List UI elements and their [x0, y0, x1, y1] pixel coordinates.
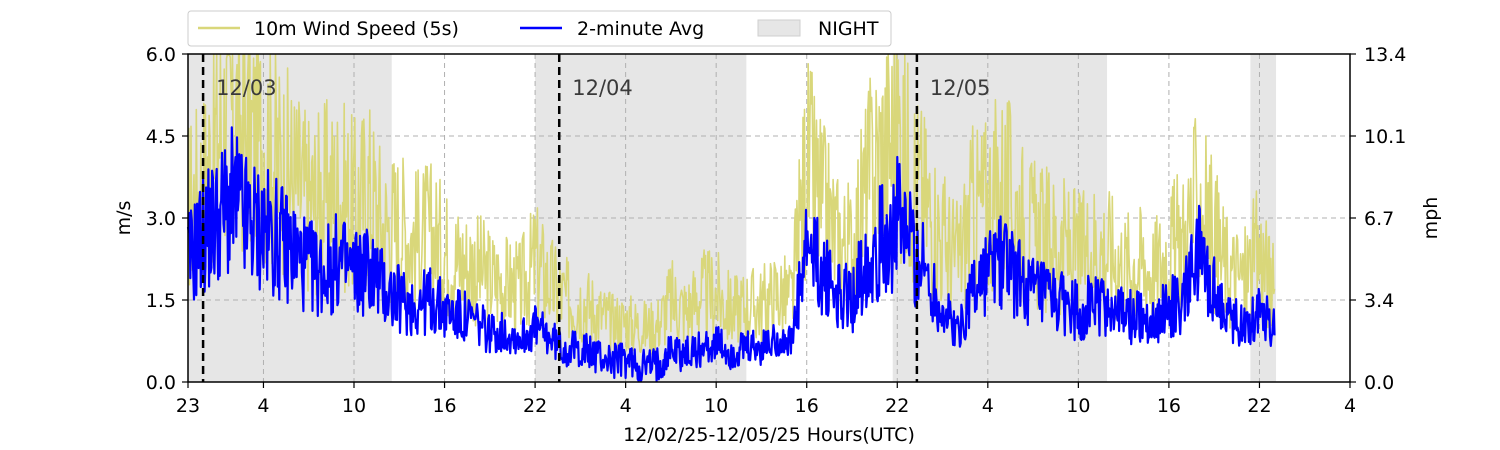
x-tick-label-1: 4 [257, 395, 269, 417]
x-tick-label-4: 22 [523, 395, 547, 417]
y-axis-right-label: mph [1420, 197, 1442, 240]
x-tick-label-12: 22 [1247, 395, 1271, 417]
y-tick-label-right-3: 10.1 [1364, 126, 1406, 148]
x-tick-label-8: 22 [885, 395, 909, 417]
day-marker-label-0: 12/03 [216, 76, 277, 100]
legend-label-2min-avg: 2-minute Avg [577, 18, 704, 40]
x-tick-label-13: 4 [1344, 395, 1356, 417]
x-tick-label-5: 4 [620, 395, 632, 417]
series-layer [186, 54, 1276, 383]
day-marker-layer: 12/03 12/04 12/05 [201, 54, 991, 382]
day-marker-label-1: 12/04 [572, 76, 633, 100]
series-line-2min-avg [186, 126, 1276, 383]
x-axis-label: 12/02/25-12/05/25 Hours(UTC) [623, 424, 915, 446]
x-tick-label-9: 4 [982, 395, 994, 417]
y-tick-label-left-3: 4.5 [146, 126, 176, 148]
y-tick-label-right-0: 0.0 [1364, 372, 1394, 394]
x-tick-label-0: 23 [176, 395, 200, 417]
series-line-wind-speed [187, 54, 1276, 356]
legend-label-night: NIGHT [818, 18, 879, 40]
axes-layer: 23 4 10 16 22 4 10 16 22 4 10 16 22 4 0.0 0.0 1.5 3.4 3.0 6… [146, 44, 1407, 417]
y-tick-label-left-4: 6.0 [146, 44, 176, 66]
y-tick-label-left-0: 0.0 [146, 372, 176, 394]
y-tick-label-right-2: 6.7 [1364, 208, 1394, 230]
x-tick-label-6: 10 [704, 395, 728, 417]
y-tick-label-left-2: 3.0 [146, 208, 176, 230]
legend-label-wind-speed: 10m Wind Speed (5s) [254, 18, 459, 40]
legend: 10m Wind Speed (5s) 2-minute Avg NIGHT [187, 10, 892, 47]
legend-swatch-night [757, 19, 801, 37]
y-tick-label-right-4: 13.4 [1364, 44, 1406, 66]
x-tick-label-2: 10 [342, 395, 366, 417]
y-axis-left-label: m/s [113, 201, 135, 236]
x-tick-label-7: 16 [795, 395, 819, 417]
x-tick-label-3: 16 [432, 395, 456, 417]
y-tick-label-left-1: 1.5 [146, 290, 176, 312]
day-marker-label-2: 12/05 [930, 76, 991, 100]
x-tick-label-11: 16 [1157, 395, 1181, 417]
y-tick-label-right-1: 3.4 [1364, 290, 1394, 312]
x-tick-label-10: 10 [1066, 395, 1090, 417]
